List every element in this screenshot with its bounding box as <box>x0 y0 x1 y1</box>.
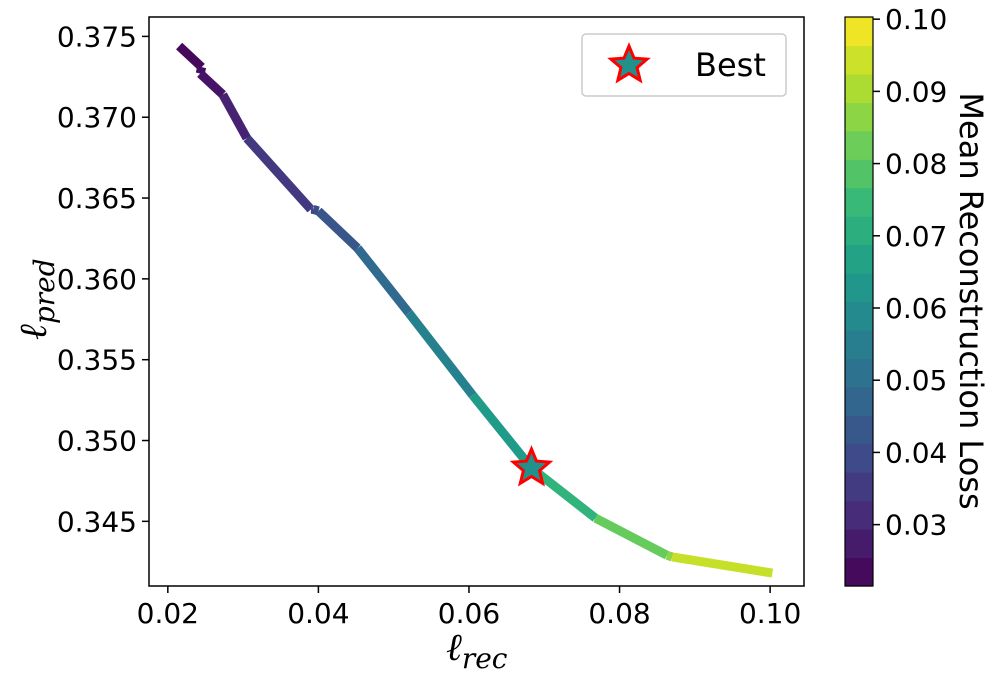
colorbar-tick-label: 0.05 <box>885 364 947 397</box>
colorbar-band <box>845 216 873 246</box>
colorbar-frame <box>844 16 874 587</box>
line-segment <box>243 135 315 213</box>
colorbar-band <box>845 45 873 75</box>
colorbar-band <box>845 102 873 132</box>
y-tick-label: 0.350 <box>57 425 137 458</box>
colorbar-band <box>845 187 873 217</box>
colorbar-tick-label: 0.07 <box>885 220 947 253</box>
colorbar-label: Mean Reconstruction Loss <box>952 92 990 509</box>
colorbar-band <box>845 500 873 530</box>
colorbar-tick-label: 0.04 <box>885 436 947 469</box>
line-segment <box>469 392 535 471</box>
colorbar-band <box>845 358 873 388</box>
line-segment <box>593 514 670 560</box>
y-tick-label: 0.370 <box>57 101 137 134</box>
line-segment <box>195 66 207 75</box>
line-segment <box>218 92 251 141</box>
y-axis-label-subscript: pred <box>28 258 61 324</box>
y-axis-label: ℓpred <box>11 258 61 340</box>
legend: Best <box>581 33 787 97</box>
line-segment <box>311 205 320 216</box>
line-segment <box>315 207 361 252</box>
line-segment <box>197 70 226 98</box>
colorbar-tick-label: 0.03 <box>885 509 947 542</box>
y-axis-label-base: ℓ <box>11 324 55 340</box>
colorbar-tick-label: 0.09 <box>885 75 947 108</box>
line-segment <box>354 245 413 316</box>
y-tick-label: 0.375 <box>57 20 137 53</box>
x-tick-label: 0.04 <box>287 597 349 630</box>
colorbar-band <box>845 386 873 416</box>
colorbar-band <box>845 415 873 445</box>
y-tick-label: 0.365 <box>57 182 137 215</box>
colorbar-band <box>845 329 873 359</box>
x-axis: 0.02 0.04 0.06 0.08 0.10 <box>137 586 801 630</box>
x-axis-label-subscript: rec <box>462 642 508 675</box>
line-segment <box>671 552 774 578</box>
legend-entry-best: Best <box>695 46 766 84</box>
line-segment <box>405 310 477 399</box>
x-tick-label: 0.10 <box>739 597 801 630</box>
colorbar-band <box>845 443 873 473</box>
legend-box <box>581 33 787 97</box>
colorbar-band <box>845 301 873 331</box>
x-tick-label: 0.06 <box>438 597 500 630</box>
colorbar-band <box>845 529 873 559</box>
y-tick-label: 0.345 <box>57 505 137 538</box>
colorbar-tick-label: 0.06 <box>885 292 947 325</box>
x-tick-label: 0.08 <box>588 597 650 630</box>
y-tick-label: 0.355 <box>57 344 137 377</box>
colorbar-tick-label: 0.10 <box>885 3 947 36</box>
colorbar-tick-label: 0.08 <box>885 148 947 181</box>
best-marker <box>509 445 554 487</box>
colorbar-band <box>845 73 873 103</box>
x-axis-label: ℓrec <box>446 625 508 675</box>
colorbar-band <box>845 472 873 502</box>
colorbar-band <box>845 557 873 587</box>
colorbar: 0.03 0.04 0.05 0.06 0.07 0.08 0.09 0.10 <box>844 3 947 587</box>
colorbar-band <box>845 17 873 47</box>
y-axis: 0.345 0.350 0.355 0.360 0.365 0.370 0.375 <box>57 20 149 538</box>
colorbar-band <box>845 159 873 189</box>
y-tick-label: 0.360 <box>57 263 137 296</box>
x-tick-label: 0.02 <box>137 597 199 630</box>
x-axis-label-base: ℓ <box>446 625 462 669</box>
best-star-icon <box>509 445 554 487</box>
colorbar-band <box>845 244 873 274</box>
data-line <box>176 42 774 578</box>
line-segment <box>176 42 205 71</box>
line-segment <box>665 550 674 562</box>
colorbar-band <box>845 273 873 303</box>
plot-frame <box>148 16 805 587</box>
colorbar-band <box>845 130 873 160</box>
legend-star-icon <box>607 42 651 84</box>
